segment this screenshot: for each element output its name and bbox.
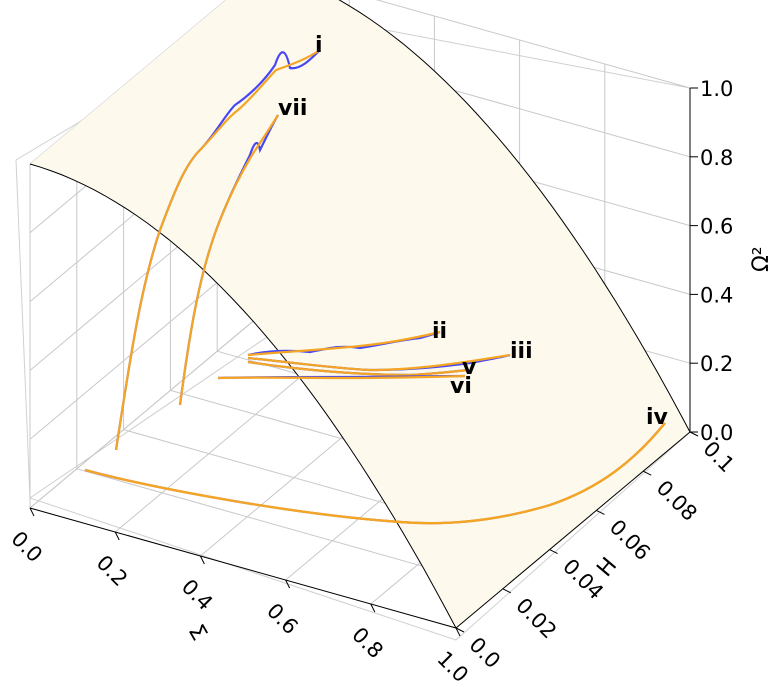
trajectory-iii-overlay: [247, 353, 511, 372]
x-tick-mark: [285, 579, 291, 589]
y-tick-mark: [689, 431, 699, 437]
curve-label-ii: ii: [432, 319, 447, 344]
curve-label-vi: vi: [450, 374, 472, 399]
y-tick-label: 0.02: [511, 593, 561, 643]
z-tick-label: 0.6: [700, 215, 733, 239]
z-tick-label: 1.0: [700, 77, 733, 101]
z-axis-title: Ω²: [749, 246, 771, 272]
y-tick-mark: [455, 627, 465, 633]
x-tick-mark: [114, 531, 120, 541]
y-tick-mark: [502, 588, 512, 594]
x-tick-label: 0.4: [177, 575, 218, 616]
surface-edge-back: [338, 0, 691, 433]
y-tick-label: 0.08: [652, 476, 702, 526]
x-tick-mark: [29, 507, 35, 517]
x-tick-label: 0.0: [6, 527, 47, 568]
grid-side-z: [29, 311, 265, 509]
grid-back-z: [375, 0, 691, 89]
curve-labels: i vii ii iii v vi iv: [278, 33, 669, 430]
curve-label-iii: iii: [510, 339, 533, 364]
trajectory-iv-overlay: [84, 422, 666, 525]
z-tick-label: 0.2: [700, 352, 733, 376]
trajectory-vi-overlay: [217, 374, 466, 380]
curve-label-v: v: [462, 355, 477, 380]
y-tick-mark: [596, 509, 605, 515]
surface-edge-front: [29, 163, 457, 629]
z-tick-label: 0.8: [700, 146, 733, 170]
x-axis-line: [29, 507, 457, 629]
x-tick-label: 0.8: [347, 623, 388, 664]
x-tick-mark: [370, 603, 376, 613]
x-tick-label: 0.6: [262, 599, 303, 640]
y-tick-label: 0.06: [605, 515, 655, 565]
curve-label-iv: iv: [646, 405, 669, 430]
z-tick-label: 0.0: [700, 421, 733, 445]
curve-label-i: i: [315, 33, 323, 58]
x-tick-label: 0.2: [92, 551, 133, 592]
trajectory-ii-overlay: [247, 330, 441, 357]
x-axis-title: Σ: [183, 621, 212, 646]
y-axis-line: [455, 431, 691, 629]
y-tick-mark: [549, 549, 558, 555]
curve-label-vii: vii: [278, 96, 307, 121]
y-tick-mark: [642, 470, 652, 476]
trajectory-i-overlay: [114, 49, 321, 451]
axes: [29, 88, 691, 629]
x-tick-mark: [199, 555, 205, 565]
trajectory-vii-overlay: [178, 114, 279, 406]
trajectory-v-overlay: [247, 360, 469, 377]
x-tick-mark: [455, 627, 461, 637]
trajectories: [84, 49, 666, 525]
x-tick-label: 1.0: [432, 647, 473, 687]
z-tick-label: 0.4: [700, 283, 733, 307]
